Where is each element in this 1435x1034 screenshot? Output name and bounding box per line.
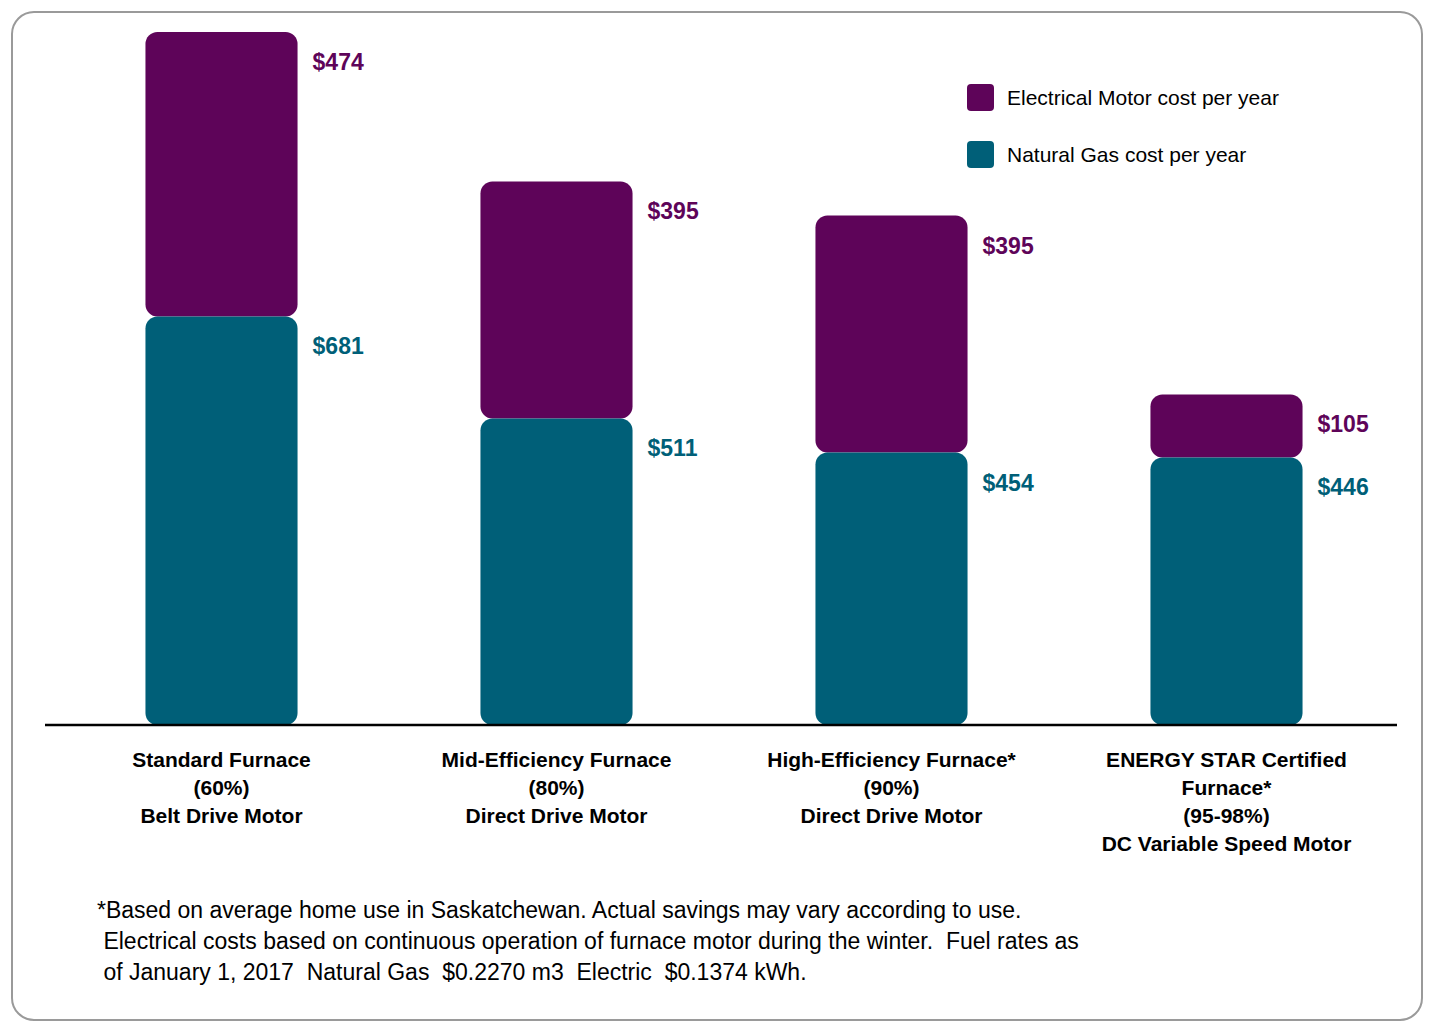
tick-label: Mid-Efficiency Furnace(80%)Direct Drive … xyxy=(442,748,672,827)
bar-segment xyxy=(1150,457,1302,725)
data-label: $446 xyxy=(1318,474,1369,500)
tick-label: Standard Furnace(60%)Belt Drive Motor xyxy=(132,748,311,827)
x-axis: Standard Furnace(60%)Belt Drive Motor Mid… xyxy=(45,725,1397,855)
tick: Standard Furnace(60%)Belt Drive Motor xyxy=(132,748,311,827)
footnote: *Based on average home use in Saskatchew… xyxy=(97,897,1079,985)
legend-label: Natural Gas cost per year xyxy=(1007,143,1246,166)
data-label: $395 xyxy=(648,198,699,224)
data-label: $454 xyxy=(983,470,1034,496)
annotation: Electrical costs based on continuous ope… xyxy=(97,928,1079,954)
tick: ENERGY STAR CertifiedFurnace*(95-98%)DC … xyxy=(1102,748,1352,855)
tick: High-Efficiency Furnace*(90%)Direct Driv… xyxy=(767,748,1016,827)
bar-segment xyxy=(145,316,297,725)
data-labels: $474 $395 $395 $105 $681 $511 $454 $446 xyxy=(313,49,1369,500)
data-label: $474 xyxy=(313,49,364,75)
bar-segment xyxy=(145,32,297,316)
legend-swatch xyxy=(967,84,994,111)
bar-segment xyxy=(815,453,967,725)
legend-label: Electrical Motor cost per year xyxy=(1007,86,1279,109)
legend: Electrical Motor cost per year Natural Ga… xyxy=(967,84,1279,168)
annotation: *Based on average home use in Saskatchew… xyxy=(97,897,1021,923)
tick-label: High-Efficiency Furnace*(90%)Direct Driv… xyxy=(767,748,1016,827)
data-label: $511 xyxy=(648,435,698,461)
frame xyxy=(12,12,1422,1020)
bar-segment xyxy=(480,418,632,725)
axis-line xyxy=(45,724,1397,727)
tick: Mid-Efficiency Furnace(80%)Direct Drive … xyxy=(442,748,672,827)
legend-swatch xyxy=(967,141,994,168)
bar-segment xyxy=(815,216,967,453)
data-label: $105 xyxy=(1318,411,1369,437)
bar-segment xyxy=(1150,394,1302,457)
bar-segment xyxy=(480,181,632,418)
chart: $474 $395 $395 $105 $681 $511 $454 $446 Standard… xyxy=(0,0,1435,1034)
annotation: of January 1, 2017 Natural Gas $0.2270 m… xyxy=(97,959,807,985)
data-label: $681 xyxy=(313,333,364,359)
bars xyxy=(145,32,1302,725)
tick-label: ENERGY STAR CertifiedFurnace*(95-98%)DC … xyxy=(1102,748,1352,855)
data-label: $395 xyxy=(983,233,1034,259)
